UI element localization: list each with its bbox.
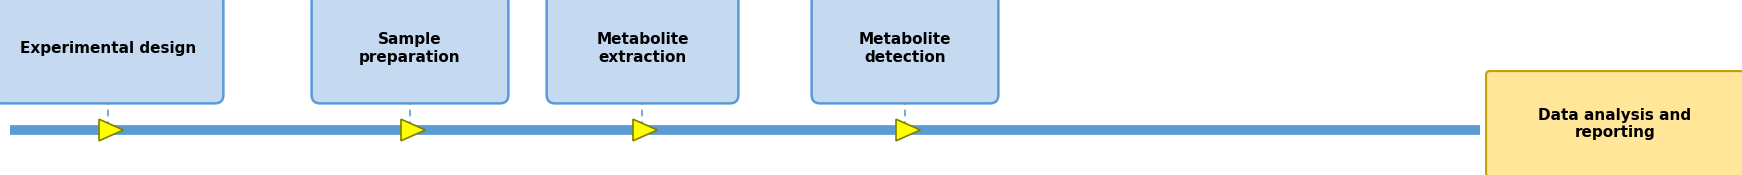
FancyBboxPatch shape [312,0,509,103]
Polygon shape [401,119,425,141]
Text: Metabolite
detection: Metabolite detection [859,32,951,65]
FancyBboxPatch shape [547,0,739,103]
Text: Sample
preparation: Sample preparation [359,32,462,65]
FancyBboxPatch shape [1486,71,1742,175]
Polygon shape [632,119,657,141]
FancyBboxPatch shape [812,0,998,103]
Polygon shape [99,119,124,141]
Text: Data analysis and
reporting: Data analysis and reporting [1538,108,1691,140]
Polygon shape [895,119,920,141]
Text: Metabolite
extraction: Metabolite extraction [596,32,688,65]
FancyBboxPatch shape [0,0,223,103]
Text: Experimental design: Experimental design [21,41,197,56]
